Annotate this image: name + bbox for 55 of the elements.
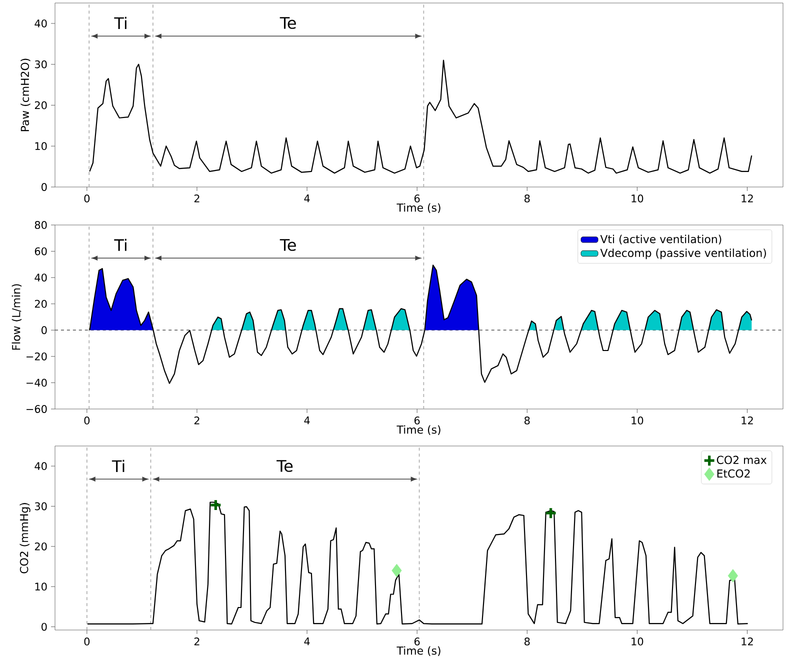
annotation: Te [280,17,296,29]
annotation: Te [280,239,296,251]
x-tick-label: 10 [632,416,644,424]
annotation: Te [276,460,293,472]
y-tick-label: 60 [34,247,47,256]
x-tick-label: 12 [742,638,753,646]
legend-label: CO2 max [716,456,767,464]
legend-label: Vdecomp (passive ventilation) [600,248,766,260]
x-tick-label: 2 [194,194,200,202]
annotation: Ti [114,238,126,251]
y-tick-label: 20 [34,101,47,110]
x-tick-label: 4 [304,638,310,646]
x-tick-label: 6 [414,638,420,646]
x-axis-title: Time (s) [396,425,440,436]
y-tick-label: 80 [34,221,47,229]
y-tick-label: −40 [26,378,47,387]
y-tick-label: 30 [34,502,47,510]
x-axis-title: Time (s) [396,646,440,656]
annotation: Ti [114,16,126,29]
y-tick-label: 0 [42,183,47,191]
x-tick-label: 8 [524,194,530,202]
x-tick-label: 6 [414,416,420,424]
x-tick-label: 2 [194,638,200,646]
x-tick-label: 8 [524,638,530,646]
y-tick-label: 10 [35,582,47,591]
x-tick-label: 0 [84,416,90,424]
y-axis-title: CO2 (mmHg) [20,503,30,574]
x-tick-label: 6 [414,194,420,202]
annotation: Ti [112,460,124,472]
x-tick-label: 0 [84,638,90,646]
x-tick-label: 2 [194,416,200,424]
y-tick-label: 40 [34,19,47,28]
y-tick-label: −60 [26,405,47,413]
y-tick-label: 20 [34,300,47,308]
y-tick-label: 40 [34,462,47,470]
legend-label: EtCO2 [717,469,750,478]
x-tick-label: 4 [304,194,310,202]
x-tick-label: 0 [84,194,90,202]
x-tick-label: 8 [524,416,530,424]
x-tick-label: 10 [632,194,644,202]
y-tick-label: 30 [34,60,47,68]
y-tick-label: 20 [34,542,47,550]
y-tick-label: −20 [26,352,47,360]
x-tick-label: 10 [632,638,644,646]
x-tick-label: 12 [742,416,753,424]
y-tick-label: 0 [42,622,47,631]
x-axis-title: Time (s) [396,203,440,214]
y-tick-label: 0 [42,326,47,334]
legend-label: Vti (active ventilation) [600,234,722,245]
y-axis-title: Paw (cmH2O) [20,58,30,132]
x-tick-label: 12 [742,194,753,202]
y-tick-label: 40 [34,274,47,282]
x-tick-label: 4 [304,416,310,424]
y-tick-label: 10 [35,142,47,150]
y-axis-title: Flow (L/min) [12,284,22,350]
